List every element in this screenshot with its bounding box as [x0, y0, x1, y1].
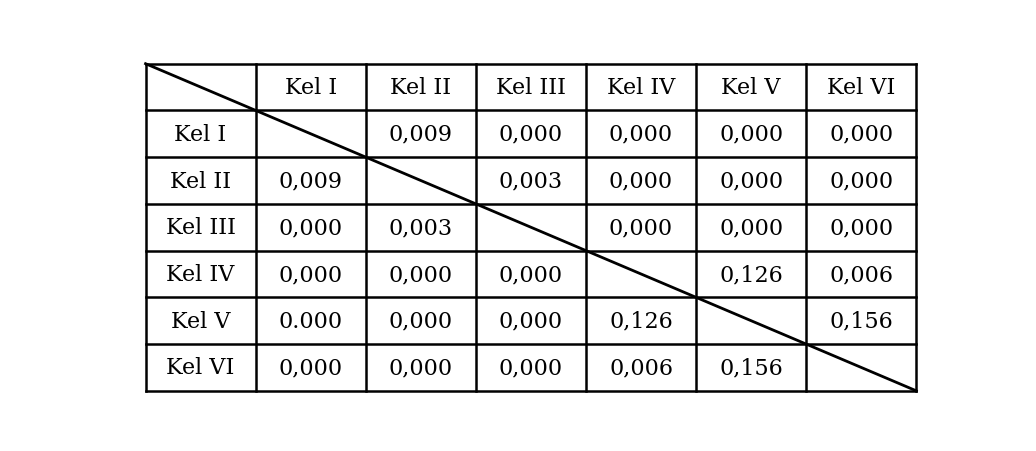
Text: 0,000: 0,000: [609, 170, 673, 192]
Text: 0,000: 0,000: [719, 124, 783, 146]
Text: 0,000: 0,000: [388, 310, 453, 332]
Text: 0,000: 0,000: [499, 310, 563, 332]
Text: Kel I: Kel I: [174, 124, 227, 146]
Text: Kel IV: Kel IV: [167, 263, 235, 285]
Text: 0,126: 0,126: [609, 310, 673, 332]
Text: Kel III: Kel III: [166, 217, 235, 239]
Text: Kel II: Kel II: [170, 170, 231, 192]
Text: 0,000: 0,000: [279, 217, 343, 239]
Text: Kel VI: Kel VI: [827, 77, 895, 99]
Text: Kel V: Kel V: [721, 77, 781, 99]
Text: 0,000: 0,000: [719, 170, 783, 192]
Text: 0,000: 0,000: [829, 217, 893, 239]
Text: 0,006: 0,006: [609, 357, 673, 379]
Text: 0,156: 0,156: [719, 357, 783, 379]
Text: 0,000: 0,000: [499, 263, 563, 285]
Text: 0,000: 0,000: [719, 217, 783, 239]
Text: 0,000: 0,000: [609, 124, 673, 146]
Text: 0,000: 0,000: [829, 124, 893, 146]
Text: 0,000: 0,000: [388, 263, 453, 285]
Text: Kel VI: Kel VI: [167, 357, 235, 379]
Text: Kel IV: Kel IV: [607, 77, 675, 99]
Text: 0,000: 0,000: [279, 263, 343, 285]
Text: 0,156: 0,156: [830, 310, 893, 332]
Text: Kel I: Kel I: [285, 77, 337, 99]
Text: 0,000: 0,000: [829, 170, 893, 192]
Text: Kel V: Kel V: [171, 310, 230, 332]
Text: 0,003: 0,003: [499, 170, 563, 192]
Text: 0,000: 0,000: [609, 217, 673, 239]
Text: 0,003: 0,003: [388, 217, 453, 239]
Text: 0.000: 0.000: [279, 310, 343, 332]
Text: 0,000: 0,000: [388, 357, 453, 379]
Text: Kel II: Kel II: [391, 77, 452, 99]
Text: 0,009: 0,009: [279, 170, 343, 192]
Text: 0,000: 0,000: [279, 357, 343, 379]
Text: 0,006: 0,006: [829, 263, 893, 285]
Text: Kel III: Kel III: [496, 77, 566, 99]
Text: 0,009: 0,009: [388, 124, 453, 146]
Text: 0,126: 0,126: [719, 263, 783, 285]
Text: 0,000: 0,000: [499, 357, 563, 379]
Text: 0,000: 0,000: [499, 124, 563, 146]
